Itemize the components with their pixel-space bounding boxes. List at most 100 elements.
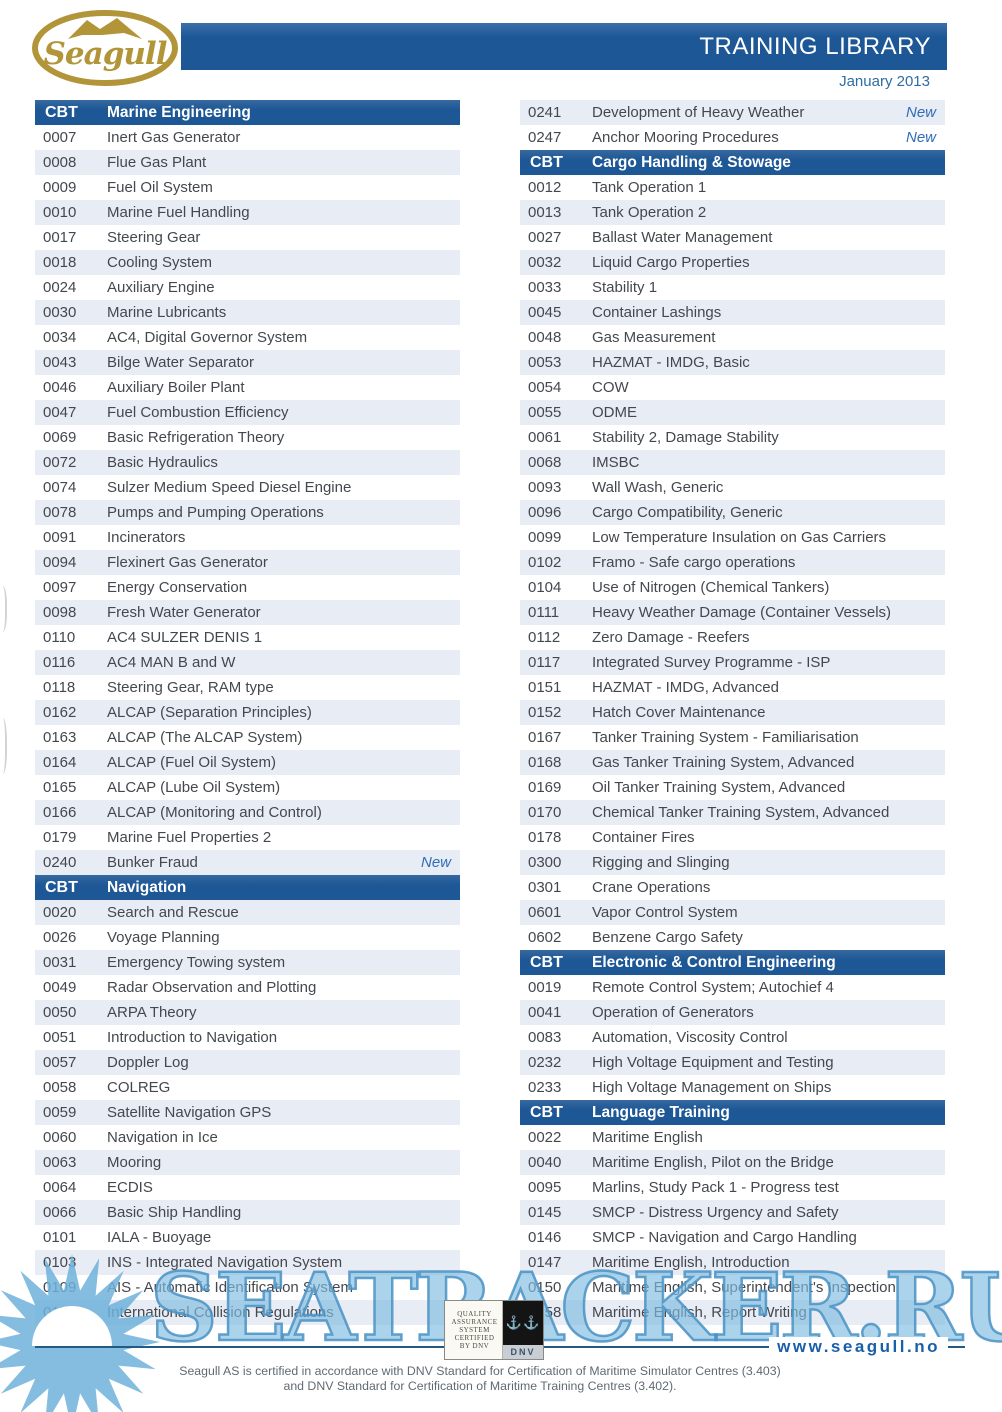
- course-name: Maritime English, Report Writing: [592, 1304, 807, 1321]
- course-code: 0069: [43, 429, 77, 446]
- course-row-0054: 0054 COW: [520, 375, 945, 400]
- new-badge: New: [420, 854, 451, 871]
- course-row-0008: 0008 Flue Gas Plant: [35, 150, 460, 175]
- course-code: 0111: [528, 604, 560, 621]
- course-row-0145: 0145 SMCP - Distress Urgency and Safety: [520, 1200, 945, 1225]
- section-title: Language Training: [592, 1103, 730, 1121]
- course-code: 0152: [528, 704, 562, 721]
- course-row-0150: 0150 Maritime English, Superintendent's I…: [520, 1275, 945, 1300]
- badge-line: CERTIFIED: [454, 1334, 495, 1342]
- course-row-0059: 0059 Satellite Navigation GPS: [35, 1100, 460, 1125]
- section-cbt-label: CBT: [530, 953, 563, 971]
- course-code: 0018: [43, 254, 77, 271]
- course-row-0051: 0051 Introduction to Navigation: [35, 1025, 460, 1050]
- course-name: Gas Measurement: [592, 329, 716, 346]
- course-code: 0083: [528, 1029, 562, 1046]
- course-name: Doppler Log: [107, 1054, 189, 1071]
- course-name: Introduction to Navigation: [107, 1029, 278, 1046]
- badge-line: SYSTEM: [459, 1326, 490, 1334]
- certification-line1: Seagull AS is certified in accordance wi…: [179, 1364, 781, 1378]
- course-row-0158: 0158 Maritime English, Report Writing: [520, 1300, 945, 1325]
- section-title: Cargo Handling & Stowage: [592, 153, 791, 171]
- course-name: Use of Nitrogen (Chemical Tankers): [592, 579, 830, 596]
- course-row-0091: 0091 Incinerators: [35, 525, 460, 550]
- course-row-0096: 0096 Cargo Compatibility, Generic: [520, 500, 945, 525]
- course-row-0048: 0048 Gas Measurement: [520, 325, 945, 350]
- course-code: 0101: [43, 1229, 77, 1246]
- course-row-0078: 0078 Pumps and Pumping Operations: [35, 500, 460, 525]
- course-row-0240: 0240 Bunker Fraud New: [35, 850, 460, 875]
- section-cbt-label: CBT: [530, 153, 563, 171]
- course-name: ALCAP (Separation Principles): [107, 704, 312, 721]
- course-row-0093: 0093 Wall Wash, Generic: [520, 475, 945, 500]
- course-name: Basic Hydraulics: [107, 454, 218, 471]
- course-row-0026: 0026 Voyage Planning: [35, 925, 460, 950]
- section-cbt-label: CBT: [45, 103, 78, 121]
- page-title: TRAINING LIBRARY: [699, 32, 931, 60]
- course-table-left: CBT Marine Engineering 0007 Inert Gas Gener…: [35, 100, 460, 1325]
- course-name: Radar Observation and Plotting: [107, 979, 317, 996]
- course-name: Heavy Weather Damage (Container Vessels): [592, 604, 892, 621]
- course-row-0168: 0168 Gas Tanker Training System, Advanced: [520, 750, 945, 775]
- course-name: Crane Operations: [592, 879, 711, 896]
- course-row-0178: 0178 Container Fires: [520, 825, 945, 850]
- course-name: Low Temperature Insulation on Gas Carrie…: [592, 529, 887, 546]
- course-row-0060: 0060 Navigation in Ice: [35, 1125, 460, 1150]
- course-name: Auxiliary Engine: [107, 279, 215, 296]
- course-name: Vapor Control System: [592, 904, 738, 921]
- course-code: 0179: [43, 829, 77, 846]
- course-row-0146: 0146 SMCP - Navigation and Cargo Handling: [520, 1225, 945, 1250]
- course-code: 0112: [528, 629, 561, 646]
- section-title: Electronic & Control Engineering: [592, 953, 836, 971]
- course-code: 0008: [43, 154, 77, 171]
- course-name: Gas Tanker Training System, Advanced: [592, 754, 855, 771]
- section-header-electronic-control-engineering: CBT Electronic & Control Engineering: [520, 950, 945, 975]
- course-row-0024: 0024 Auxiliary Engine: [35, 275, 460, 300]
- course-code: 0026: [43, 929, 77, 946]
- course-code: 0164: [43, 754, 77, 771]
- course-name: IMSBC: [592, 454, 640, 471]
- course-row-0064: 0064 ECDIS: [35, 1175, 460, 1200]
- course-row-0162: 0162 ALCAP (Separation Principles): [35, 700, 460, 725]
- course-code: 0145: [528, 1204, 562, 1221]
- course-code: 0010: [43, 204, 77, 221]
- course-row-0066: 0066 Basic Ship Handling: [35, 1200, 460, 1225]
- website-link[interactable]: www.seagull.no: [769, 1337, 948, 1357]
- course-name: Operation of Generators: [592, 1004, 754, 1021]
- course-code: 0099: [528, 529, 562, 546]
- course-name: ALCAP (The ALCAP System): [107, 729, 303, 746]
- course-code: 0074: [43, 479, 77, 496]
- course-code: 0247: [528, 129, 562, 146]
- course-code: 0051: [43, 1029, 77, 1046]
- section-title: Navigation: [107, 878, 187, 896]
- course-code: 0097: [43, 579, 77, 596]
- course-row-0027: 0027 Ballast Water Management: [520, 225, 945, 250]
- course-code: 0232: [528, 1054, 562, 1071]
- course-name: Mooring: [107, 1154, 162, 1171]
- course-code: 0118: [43, 679, 76, 696]
- course-row-0033: 0033 Stability 1: [520, 275, 945, 300]
- course-row-0300: 0300 Rigging and Slinging: [520, 850, 945, 875]
- course-name: Hatch Cover Maintenance: [592, 704, 766, 721]
- course-row-0172: 0172 International Collision Regulations: [35, 1300, 460, 1325]
- course-code: 0030: [43, 304, 77, 321]
- course-row-0057: 0057 Doppler Log: [35, 1050, 460, 1075]
- course-name: Marine Fuel Properties 2: [107, 829, 272, 846]
- course-name: Marlins, Study Pack 1 - Progress test: [592, 1179, 839, 1196]
- course-name: Fuel Combustion Efficiency: [107, 404, 289, 421]
- course-row-0068: 0068 IMSBC: [520, 450, 945, 475]
- course-row-0031: 0031 Emergency Towing system: [35, 950, 460, 975]
- badge-line: ASSURANCE: [451, 1318, 498, 1326]
- course-row-0170: 0170 Chemical Tanker Training System, Adv…: [520, 800, 945, 825]
- course-code: 0033: [528, 279, 562, 296]
- course-code: 0146: [528, 1229, 562, 1246]
- course-name: ECDIS: [107, 1179, 153, 1196]
- course-name: ALCAP (Lube Oil System): [107, 779, 281, 796]
- course-code: 0060: [43, 1129, 77, 1146]
- seagull-logo: Seagull: [32, 10, 178, 86]
- course-name: SMCP - Navigation and Cargo Handling: [592, 1229, 857, 1246]
- course-row-0602: 0602 Benzene Cargo Safety: [520, 925, 945, 950]
- course-code: 0072: [43, 454, 77, 471]
- course-row-0169: 0169 Oil Tanker Training System, Advanced: [520, 775, 945, 800]
- course-code: 0162: [43, 704, 77, 721]
